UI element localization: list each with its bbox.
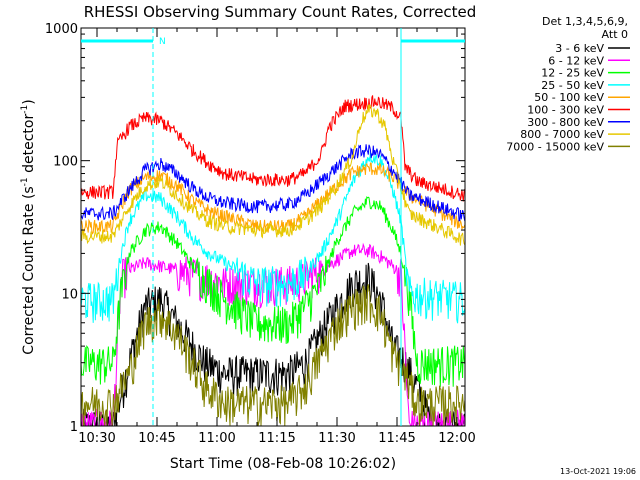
legend-label: 12 - 25 keV — [541, 67, 604, 80]
y-tick-label: 10 — [61, 287, 78, 302]
y-tick-label: 100 — [53, 155, 78, 170]
x-axis-label: Start Time (08-Feb-08 10:26:02) — [170, 456, 396, 472]
night-marker-label: N — [159, 37, 166, 47]
legend-label: 100 - 300 keV — [527, 104, 604, 117]
legend-header-line-2: Att 0 — [602, 28, 628, 41]
legend-label: 7000 - 15000 keV — [506, 140, 604, 153]
legend-label: 50 - 100 keV — [534, 91, 604, 104]
plot-area — [81, 95, 465, 426]
plot-frame — [80, 27, 466, 427]
y-tick-label: 1000 — [45, 22, 78, 37]
footer-date: 13-Oct-2021 19:06 — [560, 467, 636, 476]
x-tick-label: 10:30 — [78, 431, 115, 446]
chart-title: RHESSI Observing Summary Count Rates, Co… — [84, 3, 477, 21]
x-tick-label: 11:00 — [198, 431, 235, 446]
legend-label: 25 - 50 keV — [541, 79, 604, 92]
y-tick-label: 1 — [70, 420, 78, 435]
x-tick-label: 11:15 — [258, 431, 295, 446]
x-tick-label: 12:00 — [438, 431, 475, 446]
legend-label: 800 - 7000 keV — [520, 128, 604, 141]
x-axis: 10:30 10:45 11:00 11:15 11:30 11:45 12:00 — [78, 28, 476, 446]
legend-header-line-1: Det 1,3,4,5,6,9, — [542, 15, 628, 28]
series-line-7000-15000-kev — [81, 284, 465, 426]
x-tick-label: 11:45 — [378, 431, 415, 446]
y-axis-label: Corrected Count Rate (s-1 detector-1) — [20, 99, 37, 354]
legend-label: 300 - 800 keV — [527, 116, 604, 129]
x-tick-label: 11:30 — [318, 431, 355, 446]
legend-label: 3 - 6 keV — [555, 42, 604, 55]
x-tick-label: 10:45 — [138, 431, 175, 446]
y-axis: 1 10 100 1000 — [45, 22, 465, 435]
legend-label: 6 - 12 keV — [548, 54, 604, 67]
